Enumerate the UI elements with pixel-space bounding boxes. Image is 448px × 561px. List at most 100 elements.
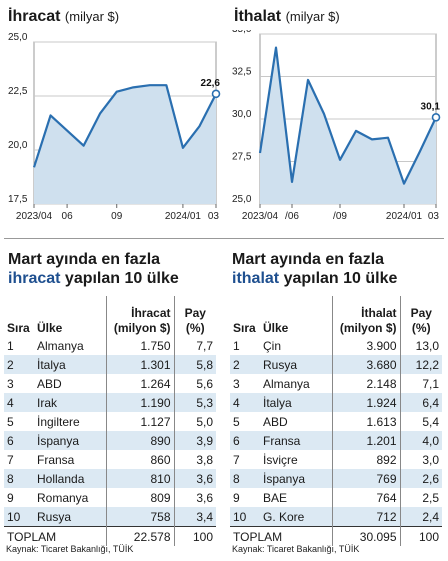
export-country-cell: Rusya: [34, 507, 106, 527]
import-table-row: 1 Çin 3.900 13,0: [230, 336, 442, 355]
export-value-cell: 1.190: [105, 393, 174, 412]
import-share-cell: 2,6: [399, 469, 442, 488]
import-country-cell: İsviçre: [260, 450, 332, 469]
import-x-tick-label: 2024/01: [386, 211, 423, 222]
export-value-cell: 758: [105, 507, 174, 527]
export-table-row: 9 Romanya 809 3,6: [4, 488, 216, 507]
import-table-row: 7 İsviçre 892 3,0: [230, 450, 442, 469]
import-share-cell: 7,1: [399, 374, 442, 393]
export-share-cell: 5,6: [173, 374, 216, 393]
export-value-cell: 1.264: [105, 374, 174, 393]
import-header-value: İthalat (milyon $): [331, 296, 400, 336]
export-x-tick-label: 2024/01: [165, 211, 202, 222]
section-divider: [4, 238, 444, 239]
import-value-cell: 1.924: [331, 393, 400, 412]
export-x-tick-label: 06: [62, 211, 74, 222]
import-share-cell: 3,0: [399, 450, 442, 469]
import-y-tick-label: 25,0: [232, 194, 252, 205]
export-share-cell: 5,8: [173, 355, 216, 374]
export-share-cell: 7,7: [173, 336, 216, 355]
import-header-rank: Sıra: [233, 321, 256, 335]
export-header-share-1: Pay: [184, 306, 206, 320]
import-country-cell: ABD: [260, 412, 332, 431]
import-rank-cell: 9: [230, 488, 260, 507]
export-header-value: İhracat (milyon $): [105, 296, 174, 336]
import-country-cell: Rusya: [260, 355, 332, 374]
export-table-title-line1: Mart ayında en fazla: [8, 251, 161, 268]
import-total-share: 100: [399, 526, 442, 546]
export-header-country: Ülke: [37, 321, 63, 335]
export-country-cell: İtalya: [34, 355, 106, 374]
import-chart-unit: (milyar $): [285, 9, 340, 24]
export-x-tick-label: 03: [208, 211, 220, 222]
import-table-row: 2 Rusya 3.680 12,2: [230, 355, 442, 374]
import-country-cell: G. Kore: [260, 507, 332, 527]
import-country-cell: Fransa: [260, 431, 332, 450]
import-share-cell: 2,4: [399, 507, 442, 527]
import-y-tick-label: 30,0: [232, 109, 252, 120]
export-rank-cell: 7: [4, 450, 34, 469]
import-table-title: Mart ayında en fazla ithalat yapılan 10 …: [232, 250, 397, 288]
export-value-cell: 860: [105, 450, 174, 469]
export-header-value-2: (milyon $): [113, 321, 171, 335]
export-value-cell: 890: [105, 431, 174, 450]
import-rank-cell: 1: [230, 336, 260, 355]
import-table-row: 4 İtalya 1.924 6,4: [230, 393, 442, 412]
export-total-value: 22.578: [105, 526, 174, 546]
export-y-tick-label: 20,0: [8, 140, 28, 151]
export-header-rank: Sıra: [7, 321, 30, 335]
export-x-tick-label: 09: [111, 211, 123, 222]
import-value-cell: 3.680: [331, 355, 400, 374]
export-chart-title: İhracat (milyar $): [8, 8, 119, 26]
export-share-cell: 3,8: [173, 450, 216, 469]
export-table-title-line2: ihracat yapılan 10 ülke: [8, 269, 179, 288]
import-rank-cell: 5: [230, 412, 260, 431]
import-table-row: 6 Fransa 1.201 4,0: [230, 431, 442, 450]
import-table-title-line2: ithalat yapılan 10 ülke: [232, 269, 397, 288]
export-end-value-label: 22,6: [201, 78, 221, 89]
export-rank-cell: 10: [4, 507, 34, 527]
export-table-row: 7 Fransa 860 3,8: [4, 450, 216, 469]
export-share-cell: 3,6: [173, 469, 216, 488]
export-source-note: Kaynak: Ticaret Bakanlığı, TÜİK: [6, 544, 134, 554]
export-header-value-1: İhracat: [131, 306, 171, 320]
export-country-cell: ABD: [34, 374, 106, 393]
export-country-cell: Almanya: [34, 336, 106, 355]
export-table-row: 5 İngiltere 1.127 5,0: [4, 412, 216, 431]
import-share-cell: 6,4: [399, 393, 442, 412]
export-value-cell: 810: [105, 469, 174, 488]
export-table-row: 3 ABD 1.264 5,6: [4, 374, 216, 393]
export-value-cell: 809: [105, 488, 174, 507]
export-rank-cell: 5: [4, 412, 34, 431]
import-area-chart: 35,0 32,5 30,0 27,5 25,0 30,1 2023/04/06/09 202…: [232, 30, 441, 222]
import-share-cell: 5,4: [399, 412, 442, 431]
import-table-row: 10 G. Kore 712 2,4: [230, 507, 442, 527]
export-y-tick-label: 17,5: [8, 194, 28, 205]
export-table-title-rest: yapılan 10 ülke: [60, 270, 179, 287]
export-total-share: 100: [173, 526, 216, 546]
import-table-row: 5 ABD 1.613 5,4: [230, 412, 442, 431]
import-source-note: Kaynak: Ticaret Bakanlığı, TÜİK: [232, 544, 360, 554]
import-table-row: 3 Almanya 2.148 7,1: [230, 374, 442, 393]
import-header-share: Pay (%): [399, 296, 442, 336]
import-table-row: 9 BAE 764 2,5: [230, 488, 442, 507]
export-table-row: 6 İspanya 890 3,9: [4, 431, 216, 450]
import-header-value-2: (milyon $): [339, 321, 397, 335]
export-y-tick-label: 25,0: [8, 32, 28, 43]
import-x-tick-label: 2023/04: [242, 211, 279, 222]
import-table-title-rest: yapılan 10 ülke: [279, 270, 398, 287]
import-end-value-label: 30,1: [421, 101, 441, 112]
import-rank-cell: 2: [230, 355, 260, 374]
export-header-share-2: (%): [185, 321, 205, 335]
export-table-header-row: Sıra Ülke İhracat (milyon $) Pay (%): [4, 296, 216, 336]
import-header-value-1: İthalat: [361, 306, 397, 320]
import-header-country: Ülke: [263, 321, 289, 335]
import-area-fill: [260, 47, 436, 204]
export-rank-cell: 1: [4, 336, 34, 355]
export-table-title: Mart ayında en fazla ihracat yapılan 10 …: [8, 250, 179, 288]
import-rank-cell: 8: [230, 469, 260, 488]
export-table-total-row: TOPLAM 22.578 100: [4, 526, 216, 546]
export-series-line: [32, 84, 217, 168]
export-area-chart: 25,0 22,5 20,0 17,5 22,6 2023/04 06 09 2024/01 03: [8, 32, 221, 222]
export-value-cell: 1.750: [105, 336, 174, 355]
